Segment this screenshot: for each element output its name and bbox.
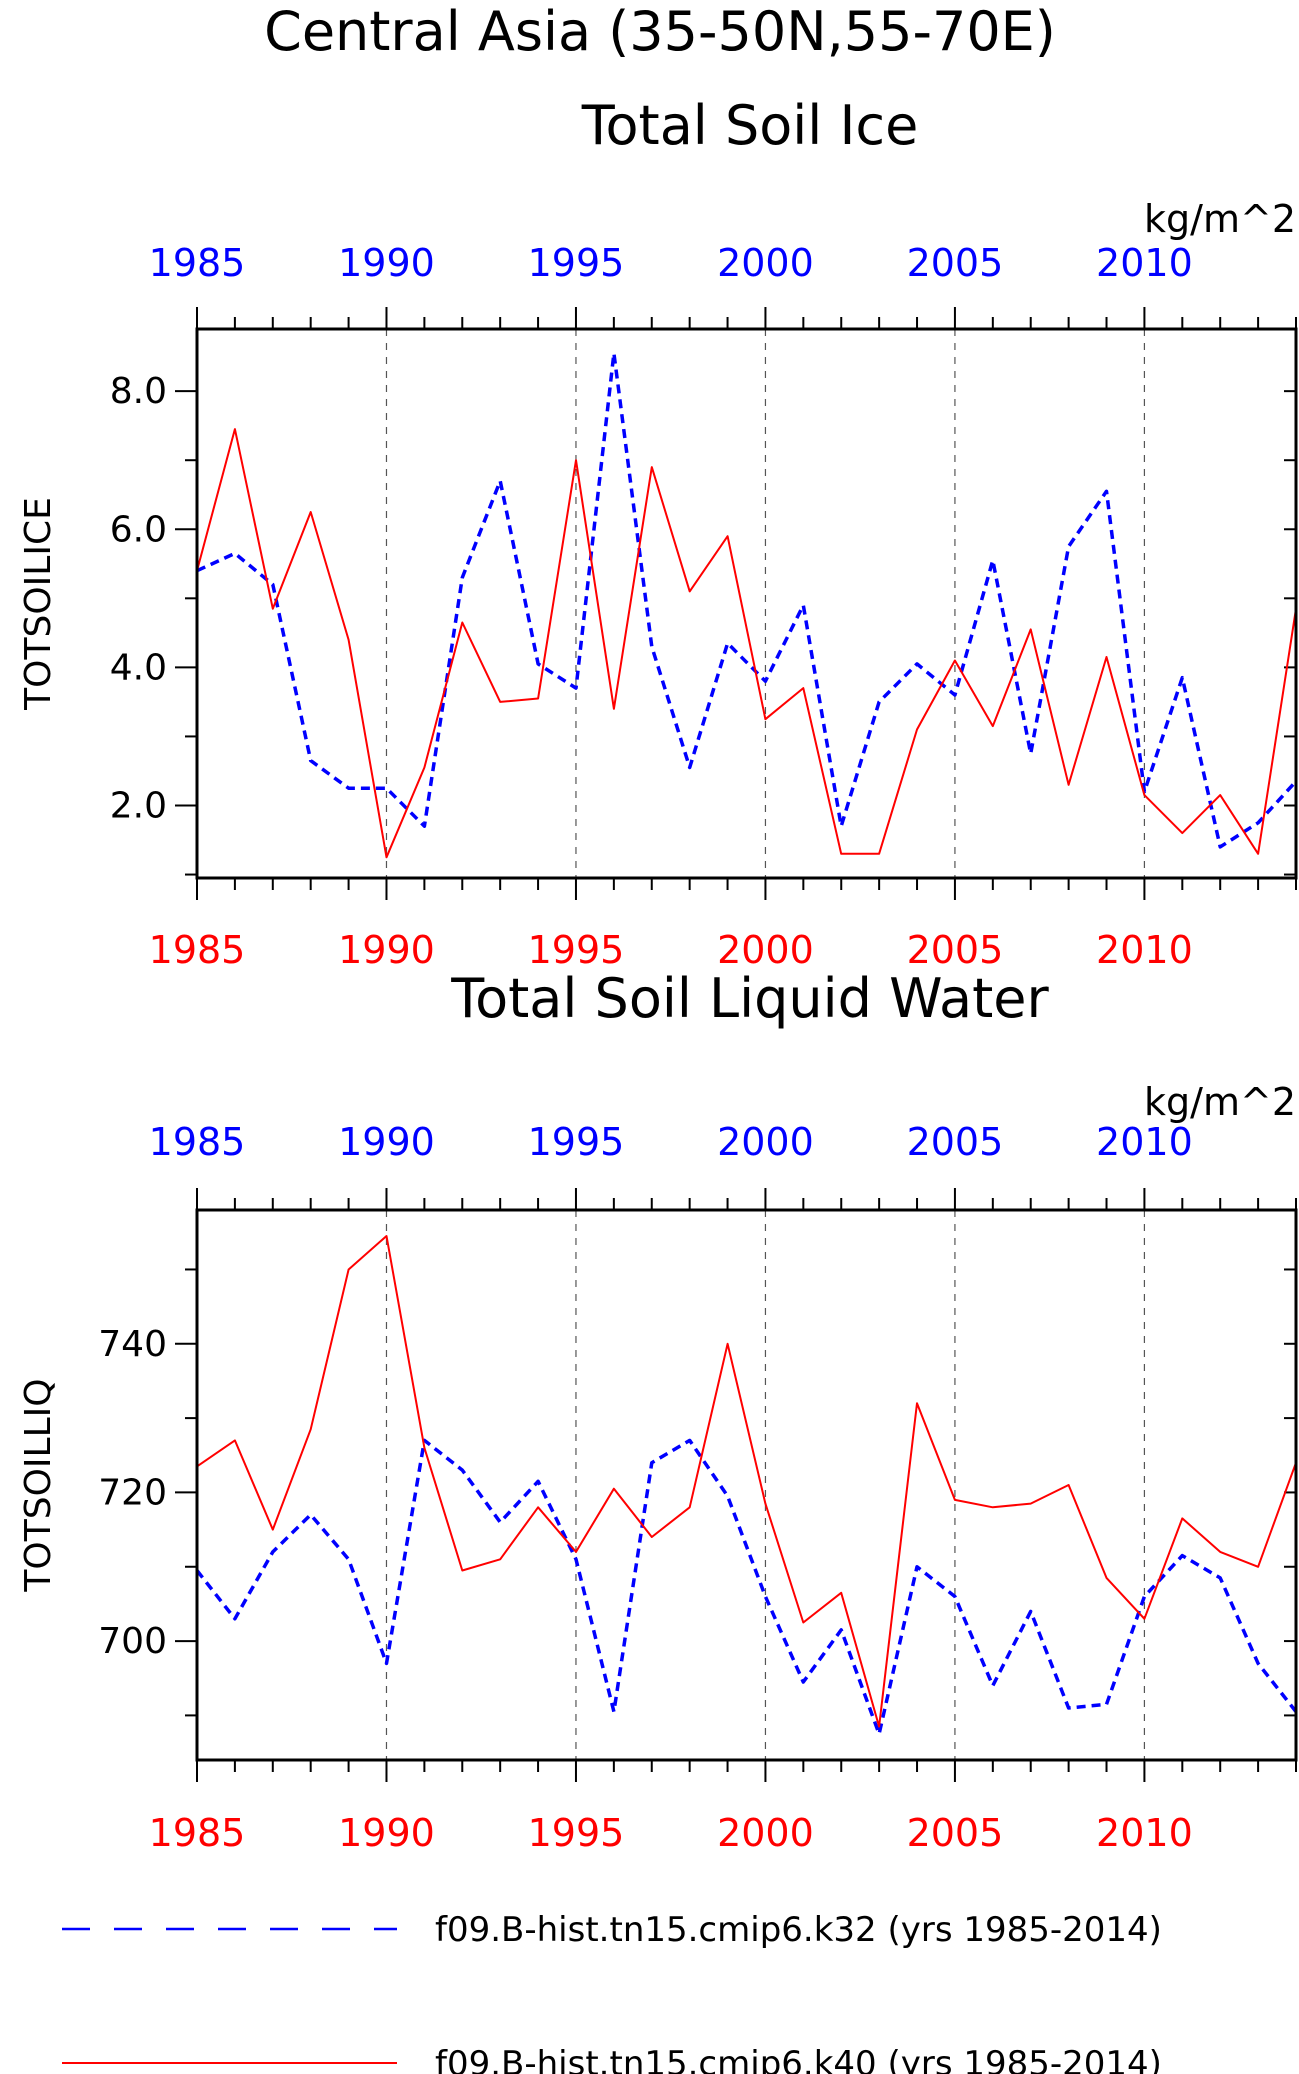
y-tick-label: 2.0 [110, 785, 167, 826]
x-tick-label-bottom: 1995 [528, 1811, 625, 1855]
x-tick-label-bottom: 2010 [1096, 1811, 1193, 1855]
panel-soil-ice: 2.0 4.0 6.0 8.0 1985 1985 1990 1990 1995 1995 2000… [18, 197, 1298, 972]
plot-frame [195, 1208, 1298, 1762]
x-tick-label-top: 1995 [528, 1120, 625, 1164]
panel-2-title: Total Soil Liquid Water [450, 967, 1049, 1030]
x-tick-label-top: 2010 [1096, 1120, 1193, 1164]
x-tick-label-bottom: 1985 [149, 928, 246, 972]
series-line-k40 [196, 428, 1297, 859]
x-tick-label-bottom: 2000 [717, 928, 814, 972]
panel-1-title: Total Soil Ice [581, 94, 919, 157]
units-label: kg/m^2 [1144, 197, 1296, 241]
x-tick-label-bottom: 2005 [907, 1811, 1004, 1855]
x-tick-label-bottom: 2000 [717, 1811, 814, 1855]
y-tick-label: 740 [98, 1324, 167, 1365]
units-label: kg/m^2 [1144, 1080, 1296, 1124]
x-tick-label-top: 1990 [338, 241, 435, 285]
y-axis-label: TOTSOILLIQ [18, 1378, 59, 1592]
x-tick-label-top: 1985 [149, 1120, 246, 1164]
y-tick-label: 6.0 [110, 509, 167, 550]
legend: f09.B-hist.tn15.cmip6.k32 (yrs 1985-2014… [62, 1910, 1162, 2074]
x-tick-label-top: 2010 [1096, 241, 1193, 285]
y-tick-label: 700 [98, 1621, 167, 1662]
series-line-k40 [196, 1235, 1297, 1728]
x-tick-label-top: 2000 [717, 241, 814, 285]
legend-label: f09.B-hist.tn15.cmip6.k40 (yrs 1985-2014… [435, 2044, 1162, 2074]
y-tick-label: 4.0 [110, 647, 167, 688]
y-tick-label: 720 [98, 1472, 167, 1513]
x-tick-label-bottom: 2005 [907, 928, 1004, 972]
series-line-k32 [196, 351, 1298, 849]
x-tick-label-top: 2005 [907, 1120, 1004, 1164]
y-axis-label: TOTSOILICE [18, 497, 59, 711]
figure-title: Central Asia (35-50N,55-70E) [264, 0, 1056, 63]
series-line-k32 [195, 1438, 1298, 1736]
x-tick-label-bottom: 1985 [149, 1811, 246, 1855]
x-tick-label-bottom: 1990 [338, 1811, 435, 1855]
x-tick-label-bottom: 2010 [1096, 928, 1193, 972]
x-tick-label-top: 1990 [338, 1120, 435, 1164]
x-tick-label-top: 1985 [149, 241, 246, 285]
y-tick-label: 8.0 [110, 371, 167, 412]
x-tick-label-top: 1995 [528, 241, 625, 285]
x-tick-label-top: 2005 [907, 241, 1004, 285]
plot-frame [195, 327, 1298, 880]
panel-soil-liquid-water: 700 720 740 1985 1985 1990 1990 1995 1995 2000 200… [18, 1080, 1298, 1855]
x-tick-label-top: 2000 [717, 1120, 814, 1164]
x-tick-label-bottom: 1990 [338, 928, 435, 972]
legend-label: f09.B-hist.tn15.cmip6.k32 (yrs 1985-2014… [435, 1910, 1162, 1950]
x-tick-label-bottom: 1995 [528, 928, 625, 972]
